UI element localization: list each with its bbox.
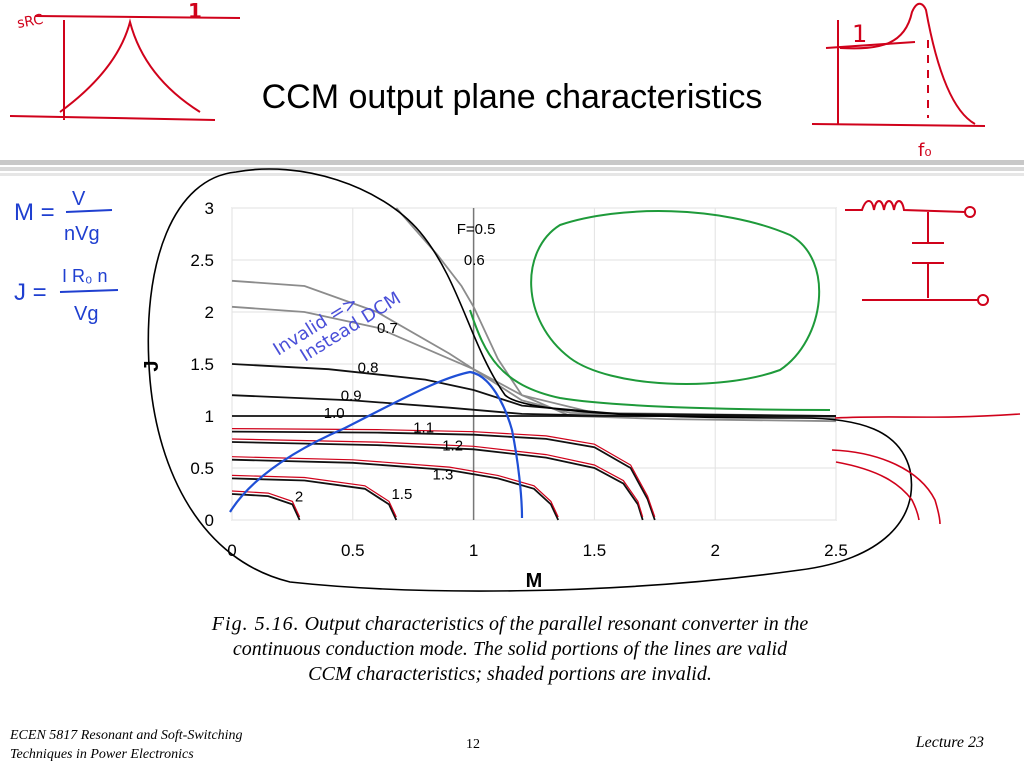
src-characteristic-sketch — [9, 15, 241, 121]
x-axis-label: M — [526, 570, 543, 592]
green-boundary-stroke — [469, 309, 831, 411]
y-tick-label: 2 — [205, 303, 214, 322]
series-line-1-2 — [231, 441, 644, 521]
series-line-1-5 — [231, 477, 398, 521]
y-tick-label: 0.5 — [190, 459, 214, 478]
red-extension-stroke-2 — [831, 449, 941, 525]
footer-course: ECEN 5817 Resonant and Soft-Switching Te… — [10, 726, 243, 764]
red-extension-stroke — [834, 413, 1021, 419]
x-tick-label: 1.5 — [583, 541, 607, 560]
x-tick-label: 2 — [710, 541, 719, 560]
caption-line-2: continuous conduction mode. The solid po… — [232, 638, 788, 660]
y-tick-label: 2.5 — [190, 251, 214, 270]
series-red-trace — [231, 438, 644, 518]
x-axis-ticks: 0 0.5 1 1.5 2 2.5 — [227, 541, 848, 560]
footer-lecture: Lecture 23 — [915, 734, 984, 751]
x-tick-label: 0 — [227, 541, 236, 560]
y-tick-label: 1 — [205, 407, 214, 426]
series-label: 1.5 — [391, 486, 412, 503]
red-extension-stroke-3 — [835, 461, 920, 521]
y-axis-ticks: 0 0.5 1 1.5 2 2.5 3 — [190, 199, 214, 530]
y-axis-label: J — [141, 360, 163, 371]
black-enclosure-stroke — [147, 168, 913, 592]
series-label: F=0.5 — [457, 221, 496, 238]
lc-tank-sketch — [845, 200, 989, 306]
j-def-num: I R₀ n — [62, 266, 107, 286]
figure-caption: Fig. 5.16. Output characteristics of the… — [150, 612, 870, 687]
m-def-lhs: M = — [14, 199, 55, 226]
prc-peak-label: 1 — [852, 20, 867, 48]
series-label: 2 — [295, 488, 303, 505]
series-line-1-1 — [231, 430, 656, 521]
series-red-trace — [231, 490, 301, 518]
output-plane-chart: 0 0.5 1 1.5 2 2.5 0 0.5 1 1.5 2 2.5 3 F=0.5 0.6 0.7 0.… — [141, 199, 848, 592]
y-tick-label: 1.5 — [190, 355, 214, 374]
x-tick-label: 1 — [469, 541, 478, 560]
footer-course-line-2: Techniques in Power Electronics — [10, 747, 194, 762]
series-red-trace — [231, 428, 656, 518]
x-tick-label: 2.5 — [824, 541, 848, 560]
series-label: 0.6 — [464, 252, 485, 269]
src-label: sRC — [16, 12, 45, 32]
title-rule — [0, 160, 1024, 176]
series-label: 0.8 — [358, 359, 379, 376]
ink-overlays — [147, 168, 1021, 592]
series-line-F-0-5 — [395, 207, 837, 423]
chart-series-labels: F=0.5 0.6 0.7 0.8 0.91.0 1.1 1.2 1.3 1.5 2 — [295, 221, 496, 505]
src-peak-label: 1 — [188, 0, 202, 23]
green-loop-stroke — [530, 210, 821, 385]
footer-course-line-1: ECEN 5817 Resonant and Soft-Switching — [10, 728, 243, 743]
y-tick-label: 0 — [205, 511, 214, 530]
m-definition: M = V nVg — [14, 188, 113, 245]
x-tick-label: 0.5 — [341, 541, 365, 560]
series-red-trace — [231, 456, 559, 518]
footer-page-number: 12 — [466, 737, 480, 752]
series-label: 1.2 — [442, 437, 463, 454]
prc-characteristic-sketch — [811, 2, 986, 127]
series-line-1-3 — [231, 458, 560, 521]
m-def-den: nVg — [64, 223, 100, 245]
series-line-2 — [231, 493, 301, 521]
j-definition: J = I R₀ n Vg — [14, 266, 119, 325]
m-def-num: V — [72, 188, 86, 210]
caption-figure-number: Fig. 5.16. — [211, 613, 300, 635]
f0-label: f₀ — [918, 140, 932, 161]
series-label: 1.3 — [433, 466, 454, 483]
series-label: 1.0 — [324, 405, 345, 422]
series-label: 0.7 — [377, 320, 398, 337]
slide-title: CCM output plane characteristics — [261, 78, 763, 116]
caption-line-3: CCM characteristics; shaded portions are… — [308, 663, 712, 685]
j-def-lhs: J = — [14, 279, 47, 306]
series-red-trace — [231, 474, 397, 518]
blue-boundary-stroke — [229, 370, 524, 519]
y-tick-label: 3 — [205, 199, 214, 218]
caption-line-1: Output characteristics of the parallel r… — [304, 613, 809, 635]
series-label: 0.9 — [341, 387, 362, 404]
j-def-den: Vg — [74, 303, 98, 325]
series-label: 1.1 — [413, 420, 434, 437]
